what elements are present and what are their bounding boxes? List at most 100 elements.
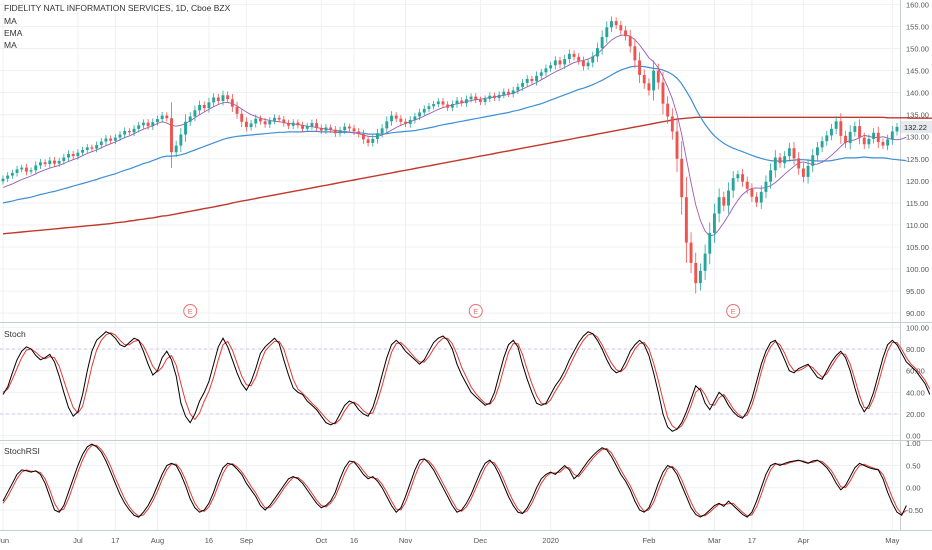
candle-body[interactable]	[20, 167, 24, 170]
candle-body[interactable]	[24, 167, 28, 172]
candle-body[interactable]	[713, 213, 716, 233]
candle-body[interactable]	[750, 188, 754, 197]
candle-body[interactable]	[240, 113, 244, 122]
candle-body[interactable]	[507, 91, 510, 94]
candle-body[interactable]	[441, 101, 445, 105]
candle-body[interactable]	[830, 128, 833, 136]
candle-body[interactable]	[881, 142, 885, 146]
candle-body[interactable]	[53, 160, 56, 164]
candle-body[interactable]	[890, 131, 894, 140]
candle-body[interactable]	[193, 110, 197, 117]
candle-body[interactable]	[708, 232, 712, 254]
candle-body[interactable]	[680, 158, 684, 198]
candle-body[interactable]	[563, 59, 567, 65]
candle-body[interactable]	[212, 97, 216, 103]
candle-body[interactable]	[698, 270, 702, 284]
candle-body[interactable]	[460, 100, 464, 104]
candle-body[interactable]	[474, 96, 478, 100]
candle-body[interactable]	[10, 172, 14, 176]
earnings-marker[interactable]	[468, 304, 483, 318]
candle-body[interactable]	[876, 132, 880, 143]
candle-body[interactable]	[741, 174, 744, 182]
candle-body[interactable]	[230, 99, 234, 107]
candle-body[interactable]	[109, 138, 113, 141]
candle-body[interactable]	[216, 97, 220, 102]
candle-body[interactable]	[661, 82, 665, 104]
candle-body[interactable]	[404, 121, 407, 124]
candle-body[interactable]	[146, 122, 150, 127]
candle-body[interactable]	[666, 103, 670, 117]
candle-body[interactable]	[324, 127, 328, 131]
candle-body[interactable]	[198, 104, 202, 111]
candle-body[interactable]	[104, 138, 108, 142]
candle-body[interactable]	[862, 137, 866, 145]
candle-body[interactable]	[118, 134, 122, 138]
candle-body[interactable]	[357, 131, 361, 135]
candle-body[interactable]	[282, 119, 286, 124]
candle-body[interactable]	[694, 262, 698, 284]
candle-body[interactable]	[478, 99, 482, 102]
candle-body[interactable]	[390, 115, 393, 122]
candle-body[interactable]	[469, 96, 473, 100]
candle-body[interactable]	[703, 253, 707, 271]
candle-body[interactable]	[436, 101, 440, 105]
candle-body[interactable]	[174, 145, 178, 153]
candle-body[interactable]	[399, 118, 403, 122]
candle-body[interactable]	[81, 149, 85, 153]
candle-body[interactable]	[258, 118, 262, 122]
candle-body[interactable]	[455, 100, 459, 105]
candle-body[interactable]	[432, 104, 436, 107]
candle-body[interactable]	[85, 147, 89, 150]
candle-body[interactable]	[249, 123, 253, 128]
candle-body[interactable]	[549, 65, 553, 69]
candle-body[interactable]	[375, 133, 379, 139]
candle-body[interactable]	[76, 152, 80, 157]
candle-body[interactable]	[338, 130, 342, 134]
candle-body[interactable]	[361, 134, 365, 140]
candle-body[interactable]	[820, 141, 824, 148]
candle-body[interactable]	[773, 157, 777, 171]
candle-body[interactable]	[727, 190, 730, 206]
candle-body[interactable]	[647, 83, 651, 91]
candle-body[interactable]	[581, 60, 585, 67]
candle-body[interactable]	[385, 121, 389, 129]
indicator-ma-label[interactable]: MA	[4, 16, 17, 26]
candle-body[interactable]	[488, 95, 492, 99]
candle-body[interactable]	[95, 145, 99, 149]
candle-body[interactable]	[15, 169, 19, 173]
candle-body[interactable]	[670, 116, 674, 132]
earnings-marker[interactable]	[183, 304, 198, 318]
candle-body[interactable]	[226, 95, 230, 100]
candle-body[interactable]	[792, 148, 796, 159]
candle-body[interactable]	[497, 94, 501, 98]
candle-body[interactable]	[558, 60, 562, 65]
indicator-ma-slow-label[interactable]: MA	[4, 40, 17, 50]
candle-body[interactable]	[413, 116, 417, 120]
candle-body[interactable]	[652, 70, 656, 91]
candle-body[interactable]	[553, 60, 557, 66]
candle-body[interactable]	[268, 120, 272, 125]
candle-body[interactable]	[450, 104, 454, 108]
candle-body[interactable]	[132, 128, 136, 133]
candle-body[interactable]	[801, 168, 805, 177]
candle-body[interactable]	[764, 181, 768, 192]
candle-body[interactable]	[71, 153, 75, 157]
candle-body[interactable]	[67, 153, 70, 158]
candle-body[interactable]	[235, 106, 239, 114]
candle-body[interactable]	[333, 129, 337, 134]
candle-body[interactable]	[722, 197, 726, 206]
candle-body[interactable]	[123, 131, 127, 135]
candle-body[interactable]	[170, 118, 173, 153]
candle-body[interactable]	[179, 134, 183, 146]
candle-body[interactable]	[689, 242, 693, 263]
candle-body[interactable]	[319, 127, 323, 131]
candle-body[interactable]	[483, 98, 487, 102]
candle-body[interactable]	[137, 125, 141, 129]
candle-body[interactable]	[853, 126, 857, 132]
candle-body[interactable]	[151, 122, 155, 127]
candle-body[interactable]	[99, 141, 103, 146]
candle-body[interactable]	[464, 99, 468, 104]
candle-body[interactable]	[254, 118, 258, 124]
stoch-pane-title[interactable]: Stoch	[4, 329, 26, 339]
